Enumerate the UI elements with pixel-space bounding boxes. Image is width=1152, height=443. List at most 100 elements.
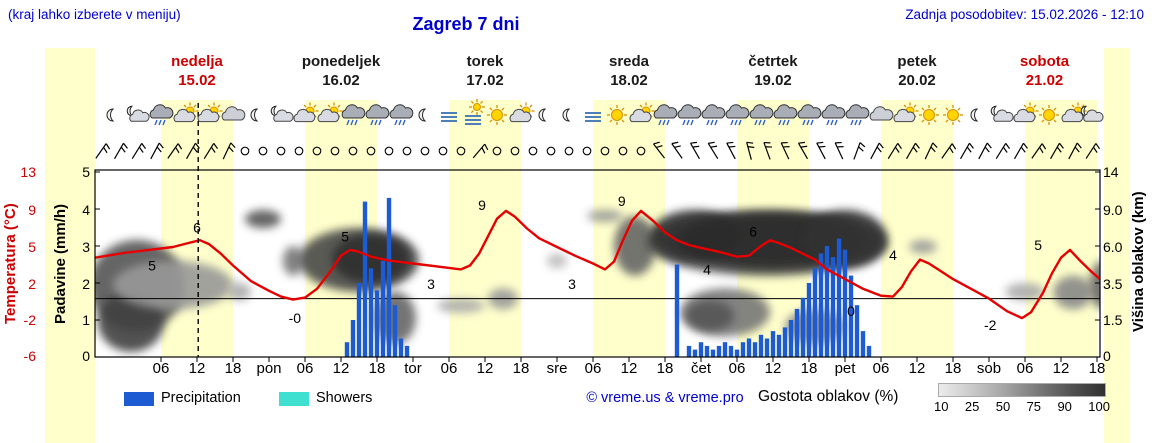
copyright-link[interactable]: © vreme.us & vreme.pro [586, 390, 744, 406]
wind-calm-icon [564, 146, 574, 156]
precip-bar [362, 201, 368, 357]
axis-tick-label: 6.0 [1103, 238, 1123, 255]
x-tick-label: 12 [908, 360, 926, 377]
sun-cloud-icon [293, 102, 319, 123]
rain-icon [773, 104, 798, 126]
precip-bar [356, 283, 362, 357]
wind-calm-icon [636, 146, 646, 156]
precip-bar [734, 349, 740, 357]
precip-bar [740, 342, 746, 357]
precip-bar [704, 345, 710, 357]
cloud-scale-value: 50 [995, 399, 1011, 414]
wind-calm-icon [600, 146, 610, 156]
wind-barb-icon [113, 142, 128, 160]
page-title: Zagreb 7 dni [412, 14, 520, 34]
sun-cloud-icon [173, 102, 199, 123]
left-axis-strip [45, 48, 95, 443]
x-tick-label: tor [404, 360, 422, 377]
precip-bar [860, 331, 866, 357]
menu-hint: (kraj lahko izberete v meniju) [8, 7, 181, 22]
temp-value-label: 9 [478, 197, 486, 213]
x-tick-label: 06 [728, 360, 746, 377]
precip-bar [398, 338, 404, 357]
axis-tick-label: 2 [82, 275, 90, 292]
wind-barb-icon [203, 143, 219, 159]
moon-cloud-icon [270, 105, 294, 122]
axis-tick-label: 3.5 [1103, 275, 1123, 292]
sun-cloud-icon [1061, 102, 1087, 123]
wind-calm-icon [240, 146, 250, 156]
precip-bar [728, 345, 734, 357]
showers-swatch [279, 392, 309, 406]
rain-icon [365, 104, 390, 126]
precip-bar [710, 349, 716, 357]
wind-barb-icon [978, 142, 992, 160]
rain-icon [653, 104, 678, 126]
x-tick-label: 18 [224, 360, 242, 377]
axis-tick-label: 14 [1103, 164, 1119, 180]
precip-bar [776, 334, 782, 357]
day-header: četrtek 19.02 [703, 52, 843, 90]
precip-bar [368, 268, 374, 357]
daytime-band [881, 100, 953, 357]
wind-calm-icon [420, 146, 430, 156]
fog-icon [441, 112, 457, 122]
temp-value-label: 6 [193, 220, 201, 236]
day-date: 19.02 [754, 72, 792, 89]
wind-calm-icon [492, 146, 502, 156]
x-tick-label: čet [690, 360, 711, 377]
wind-barb-icon [763, 141, 772, 160]
wind-barb-icon [797, 141, 809, 160]
x-tick-label: 12 [332, 360, 350, 377]
temp-value-label: 0 [847, 303, 855, 319]
cloud-density-gradient [938, 383, 1106, 397]
precip-bar [764, 338, 770, 357]
wind-calm-icon [438, 146, 448, 156]
wind-barb-icon [924, 142, 938, 160]
wind-barb-icon [905, 142, 920, 160]
precip-bar [746, 338, 752, 357]
wind-barb-icon [941, 143, 957, 159]
sun-cloud-icon [317, 102, 343, 123]
cloud-density-label: Gostota oblakov (%) [758, 388, 899, 405]
precipitation-bars [344, 197, 872, 357]
cloud-density-scale: 10 25 50 75 90 100 [934, 399, 1110, 414]
x-tick-label: pet [834, 360, 856, 377]
x-tick-label: sre [546, 360, 568, 377]
temp-value-label: 6 [749, 223, 757, 239]
x-tick-label: 18 [656, 360, 674, 377]
precip-bar [716, 345, 722, 357]
axis-tick-label: 0 [1103, 348, 1111, 364]
moon-cloud-icon [990, 105, 1014, 122]
day-name: sobota [1019, 53, 1070, 70]
sun-cloud-icon [197, 102, 223, 123]
rain-icon [701, 104, 726, 126]
precip-bar [350, 320, 356, 357]
precip-bar [812, 268, 818, 357]
day-header: ponedeljek 16.02 [271, 52, 411, 90]
precip-bar [404, 345, 410, 357]
rain-icon [845, 104, 870, 126]
precip-bar [782, 327, 788, 357]
precip-bar [686, 345, 692, 357]
wind-barb-icon [131, 143, 147, 159]
x-tick-label: 06 [296, 360, 314, 377]
wind-barb-icon [1068, 142, 1082, 160]
precip-bar [692, 349, 698, 357]
temp-value-label: 9 [618, 193, 626, 209]
x-tick-label: 06 [872, 360, 890, 377]
axis-tick-label: 9 [28, 202, 36, 218]
wind-barb-icon [652, 141, 666, 159]
wind-barb-icon [707, 141, 719, 159]
wind-barb-icon [472, 143, 489, 159]
axis-tick-label: 4 [82, 202, 90, 218]
precipitation-legend-label: Precipitation [161, 390, 241, 406]
cloud-scale-value: 90 [1057, 399, 1072, 414]
temp-value-label: 5 [148, 257, 156, 273]
wind-calm-icon [276, 146, 286, 156]
day-header: sreda 18.02 [559, 52, 699, 90]
temp-value-label: 5 [1034, 237, 1042, 253]
wind-calm-icon [366, 146, 376, 156]
day-header: torek 17.02 [415, 52, 555, 90]
